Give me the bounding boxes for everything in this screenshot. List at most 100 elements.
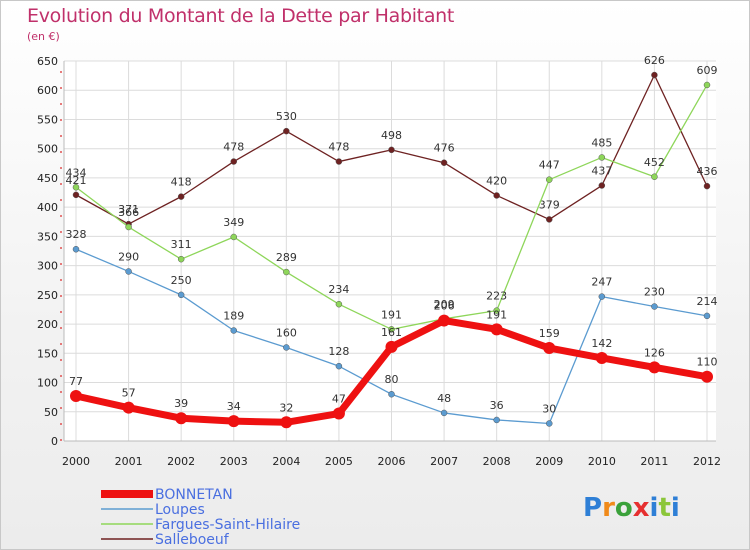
data-point-loupes	[493, 416, 500, 424]
x-tick-label: 2008	[483, 455, 511, 468]
data-point-fargues-saint-hilaire	[283, 268, 290, 276]
data-label-fargues-saint-hilaire: 349	[223, 216, 244, 229]
data-label-fargues-saint-hilaire: 223	[486, 290, 507, 303]
data-label-loupes: 247	[591, 276, 612, 289]
data-point-fargues-saint-hilaire	[72, 184, 80, 191]
data-point-loupes	[440, 409, 448, 417]
data-point-fargues-saint-hilaire	[388, 326, 395, 333]
data-point-bonnetan	[701, 370, 713, 383]
y-tick-label: 350	[37, 230, 58, 243]
x-tick-label: 2009	[535, 455, 563, 468]
y-tick-label: 200	[37, 318, 58, 331]
proxiti-logo: Proxiti	[583, 493, 680, 523]
data-label-fargues-saint-hilaire: 447	[539, 159, 560, 172]
data-point-bonnetan	[70, 389, 82, 402]
data-point-fargues-saint-hilaire	[493, 307, 500, 314]
x-tick-label: 2002	[167, 455, 195, 468]
data-point-bonnetan	[227, 415, 240, 428]
x-tick-label: 2005	[325, 455, 353, 468]
y-tick-label: 450	[37, 172, 58, 185]
data-label-fargues-saint-hilaire: 609	[697, 64, 718, 77]
data-label-salleboeuf: 498	[381, 129, 402, 142]
data-label-loupes: 80	[385, 373, 399, 386]
data-label-fargues-saint-hilaire: 452	[644, 156, 665, 169]
x-tick-label: 2012	[693, 455, 721, 468]
x-tick-label: 2003	[220, 455, 248, 468]
data-label-salleboeuf: 371	[118, 203, 139, 216]
data-point-bonnetan	[490, 323, 503, 336]
y-tick-label: 600	[37, 84, 58, 97]
data-label-bonnetan: 32	[279, 401, 293, 414]
data-label-loupes: 214	[697, 295, 718, 308]
data-label-loupes: 328	[66, 228, 87, 241]
data-label-bonnetan: 126	[644, 346, 665, 359]
data-label-bonnetan: 142	[591, 337, 612, 350]
data-label-fargues-saint-hilaire: 366	[118, 206, 139, 219]
chart-subtitle: (en €)	[27, 30, 60, 43]
data-label-bonnetan: 47	[332, 393, 346, 406]
data-point-loupes	[230, 327, 237, 334]
data-label-loupes: 160	[276, 326, 297, 339]
y-tick-label: 50	[44, 406, 58, 419]
data-label-bonnetan: 39	[174, 397, 188, 410]
y-tick-label: 500	[37, 143, 58, 156]
data-label-salleboeuf: 379	[539, 198, 560, 211]
data-label-salleboeuf: 530	[276, 110, 297, 123]
x-tick-label: 2010	[588, 455, 616, 468]
data-point-loupes	[703, 312, 711, 320]
data-point-salleboeuf	[388, 146, 395, 154]
data-label-salleboeuf: 436	[697, 165, 718, 178]
data-label-salleboeuf: 478	[223, 141, 244, 154]
legend-label-salleboeuf: Salleboeuf	[155, 532, 230, 548]
y-tick-label: 550	[37, 113, 58, 126]
data-point-fargues-saint-hilaire	[598, 154, 606, 161]
data-point-bonnetan	[332, 407, 345, 420]
data-point-salleboeuf	[72, 191, 80, 199]
y-tick-label: 250	[37, 289, 58, 302]
data-point-loupes	[335, 362, 343, 370]
data-point-bonnetan	[122, 401, 135, 414]
data-label-salleboeuf: 626	[644, 54, 665, 67]
data-label-bonnetan: 161	[381, 326, 402, 339]
x-tick-label: 2007	[430, 455, 458, 468]
data-point-fargues-saint-hilaire	[703, 81, 711, 89]
data-point-bonnetan	[543, 342, 556, 355]
data-point-loupes	[598, 293, 606, 300]
data-label-fargues-saint-hilaire: 289	[276, 251, 297, 264]
data-label-fargues-saint-hilaire: 485	[591, 136, 612, 149]
y-tick-label: 650	[37, 55, 58, 68]
data-point-bonnetan	[648, 361, 661, 374]
data-label-loupes: 230	[644, 286, 665, 299]
x-tick-label: 2000	[62, 455, 90, 468]
data-label-fargues-saint-hilaire: 191	[381, 308, 402, 321]
data-label-bonnetan: 77	[69, 375, 83, 388]
y-tick-label: 0	[51, 435, 58, 448]
data-label-loupes: 48	[437, 392, 451, 405]
data-label-bonnetan: 191	[486, 308, 507, 321]
data-point-salleboeuf	[177, 193, 185, 200]
data-label-salleboeuf: 476	[434, 142, 455, 155]
data-point-salleboeuf	[703, 182, 711, 190]
data-point-fargues-saint-hilaire	[177, 255, 185, 263]
data-point-loupes	[177, 291, 185, 299]
data-label-fargues-saint-hilaire: 311	[171, 238, 192, 251]
data-point-salleboeuf	[493, 192, 500, 199]
data-label-salleboeuf: 478	[328, 141, 349, 154]
legend-label-loupes: Loupes	[155, 502, 205, 518]
data-label-loupes: 250	[171, 274, 192, 287]
y-tick-label: 300	[37, 260, 58, 273]
data-label-fargues-saint-hilaire: 434	[66, 166, 87, 179]
data-point-salleboeuf	[440, 159, 448, 166]
legend-label-fargues-saint-hilaire: Fargues-Saint-Hilaire	[155, 517, 300, 533]
data-point-loupes	[72, 245, 80, 253]
data-point-bonnetan	[175, 412, 188, 425]
data-point-loupes	[283, 344, 290, 351]
data-point-bonnetan	[385, 340, 398, 353]
data-label-bonnetan: 34	[227, 400, 241, 413]
data-label-loupes: 189	[223, 310, 244, 323]
data-label-fargues-saint-hilaire: 234	[328, 283, 349, 296]
x-tick-label: 2001	[115, 455, 143, 468]
data-label-bonnetan: 159	[539, 327, 560, 340]
data-label-salleboeuf: 421	[66, 174, 87, 187]
